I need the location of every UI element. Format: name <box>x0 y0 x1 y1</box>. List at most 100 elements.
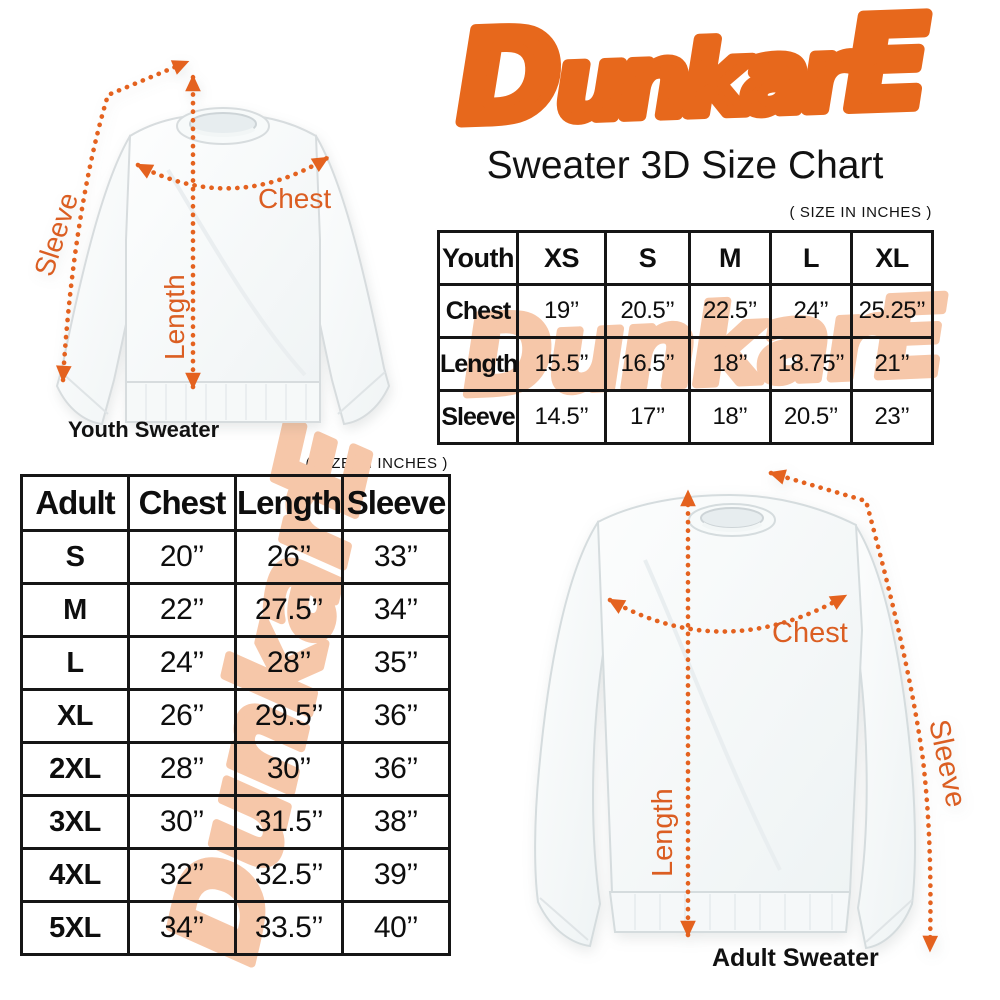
size-value: 30’’ <box>127 794 237 850</box>
row-label: 3XL <box>20 794 130 850</box>
size-value: 26’’ <box>234 529 344 585</box>
adult-sweater-drawing <box>534 493 916 950</box>
size-value: 28’’ <box>234 635 344 691</box>
size-value: 20.5’’ <box>604 283 691 339</box>
row-label: XL <box>20 688 130 744</box>
adult-header-row: Adult Chest Length Sleeve <box>20 474 451 532</box>
adult-sweater-caption: Adult Sweater <box>712 944 879 972</box>
column-header: L <box>769 230 853 286</box>
adult-size-table: Adult Chest Length Sleeve S 20’’ 26’’ 33… <box>20 474 451 956</box>
row-label: Sleeve <box>437 389 519 445</box>
table-row: 2XL 28’’ 30’’ 36’’ <box>20 741 451 797</box>
column-header: S <box>604 230 691 286</box>
dunkare-logo: DunkarE <box>449 0 938 158</box>
size-note-adult: ( SIZE IN INCHES ) <box>305 455 448 472</box>
size-value: 30’’ <box>234 741 344 797</box>
adult-length-label: Length <box>647 788 679 877</box>
column-header: XL <box>850 230 934 286</box>
adult-left-sleeve <box>534 520 612 948</box>
row-label: 2XL <box>20 741 130 797</box>
row-label: Chest <box>437 283 519 339</box>
table-row: Length 15.5’’ 16.5’’ 18’’ 18.75’’ 21’’ <box>437 336 934 392</box>
size-value: 20.5’’ <box>769 389 853 445</box>
adult-sleeve-measure-line <box>768 469 939 953</box>
table-row: Chest 19’’ 20.5’’ 22.5’’ 24’’ 25.25’’ <box>437 283 934 339</box>
youth-chest-measure-line <box>135 155 330 191</box>
table-row: S 20’’ 26’’ 33’’ <box>20 529 451 585</box>
youth-sweater-drawing <box>55 107 391 426</box>
size-value: 32’’ <box>127 847 237 903</box>
youth-chest-label: Chest <box>258 183 331 214</box>
column-header: Sleeve <box>341 474 451 532</box>
row-label: Length <box>437 336 519 392</box>
adult-sweater-illustration: Chest Length Sleeve <box>534 469 972 953</box>
youth-sweater-illustration: Sleeve Length Chest <box>28 59 391 426</box>
size-value: 36’’ <box>341 688 451 744</box>
size-value: 17’’ <box>604 389 691 445</box>
table-row: 4XL 32’’ 32.5’’ 39’’ <box>20 847 451 903</box>
size-value: 22.5’’ <box>688 283 772 339</box>
youth-size-table: Youth XS S M L XL Chest 19’’ 20.5’’ 22.5… <box>437 230 934 445</box>
table-row: XL 26’’ 29.5’’ 36’’ <box>20 688 451 744</box>
table-row: 5XL 34’’ 33.5’’ 40’’ <box>20 900 451 956</box>
size-value: 35’’ <box>341 635 451 691</box>
size-value: 14.5’’ <box>516 389 607 445</box>
size-value: 24’’ <box>769 283 853 339</box>
size-value: 38’’ <box>341 794 451 850</box>
size-value: 32.5’’ <box>234 847 344 903</box>
youth-hem <box>125 381 321 423</box>
page-title: Sweater 3D Size Chart <box>486 144 884 187</box>
size-value: 24’’ <box>127 635 237 691</box>
youth-header-row: Youth XS S M L XL <box>437 230 934 286</box>
size-value: 27.5’’ <box>234 582 344 638</box>
table-row: 3XL 30’’ 31.5’’ 38’’ <box>20 794 451 850</box>
size-value: 15.5’’ <box>516 336 607 392</box>
logo-wordmark: DunkarE <box>454 0 932 152</box>
adult-hem <box>608 891 852 933</box>
size-value: 18’’ <box>688 336 772 392</box>
column-header: Adult <box>20 474 130 532</box>
youth-sleeve-measure-line <box>56 59 190 383</box>
row-label: L <box>20 635 130 691</box>
table-row: L 24’’ 28’’ 35’’ <box>20 635 451 691</box>
size-value: 33.5’’ <box>234 900 344 956</box>
column-header: Chest <box>127 474 237 532</box>
row-label: 4XL <box>20 847 130 903</box>
youth-length-label: Length <box>159 274 190 360</box>
size-value: 23’’ <box>850 389 934 445</box>
row-label: S <box>20 529 130 585</box>
adult-chest-label: Chest <box>772 617 848 649</box>
table-row: M 22’’ 27.5’’ 34’’ <box>20 582 451 638</box>
row-label: M <box>20 582 130 638</box>
size-value: 29.5’’ <box>234 688 344 744</box>
size-value: 40’’ <box>341 900 451 956</box>
adult-sleeve-label: Sleeve <box>922 717 972 810</box>
column-header: Youth <box>437 230 519 286</box>
size-value: 26’’ <box>127 688 237 744</box>
column-header: XS <box>516 230 607 286</box>
size-value: 25.25’’ <box>850 283 934 339</box>
column-header: Length <box>234 474 344 532</box>
size-value: 31.5’’ <box>234 794 344 850</box>
row-label: 5XL <box>20 900 130 956</box>
youth-body <box>125 112 321 383</box>
size-value: 21’’ <box>850 336 934 392</box>
size-value: 22’’ <box>127 582 237 638</box>
size-note-youth: ( SIZE IN INCHES ) <box>789 204 932 221</box>
size-value: 18.75’’ <box>769 336 853 392</box>
size-value: 16.5’’ <box>604 336 691 392</box>
size-value: 34’’ <box>341 582 451 638</box>
size-value: 19’’ <box>516 283 607 339</box>
size-value: 36’’ <box>341 741 451 797</box>
table-row: Sleeve 14.5’’ 17’’ 18’’ 20.5’’ 23’’ <box>437 389 934 445</box>
column-header: M <box>688 230 772 286</box>
size-value: 39’’ <box>341 847 451 903</box>
size-value: 20’’ <box>127 529 237 585</box>
size-value: 34’’ <box>127 900 237 956</box>
adult-body <box>596 493 864 893</box>
size-value: 33’’ <box>341 529 451 585</box>
adult-right-sleeve <box>850 523 916 950</box>
size-value: 18’’ <box>688 389 772 445</box>
youth-sweater-caption: Youth Sweater <box>68 417 220 442</box>
